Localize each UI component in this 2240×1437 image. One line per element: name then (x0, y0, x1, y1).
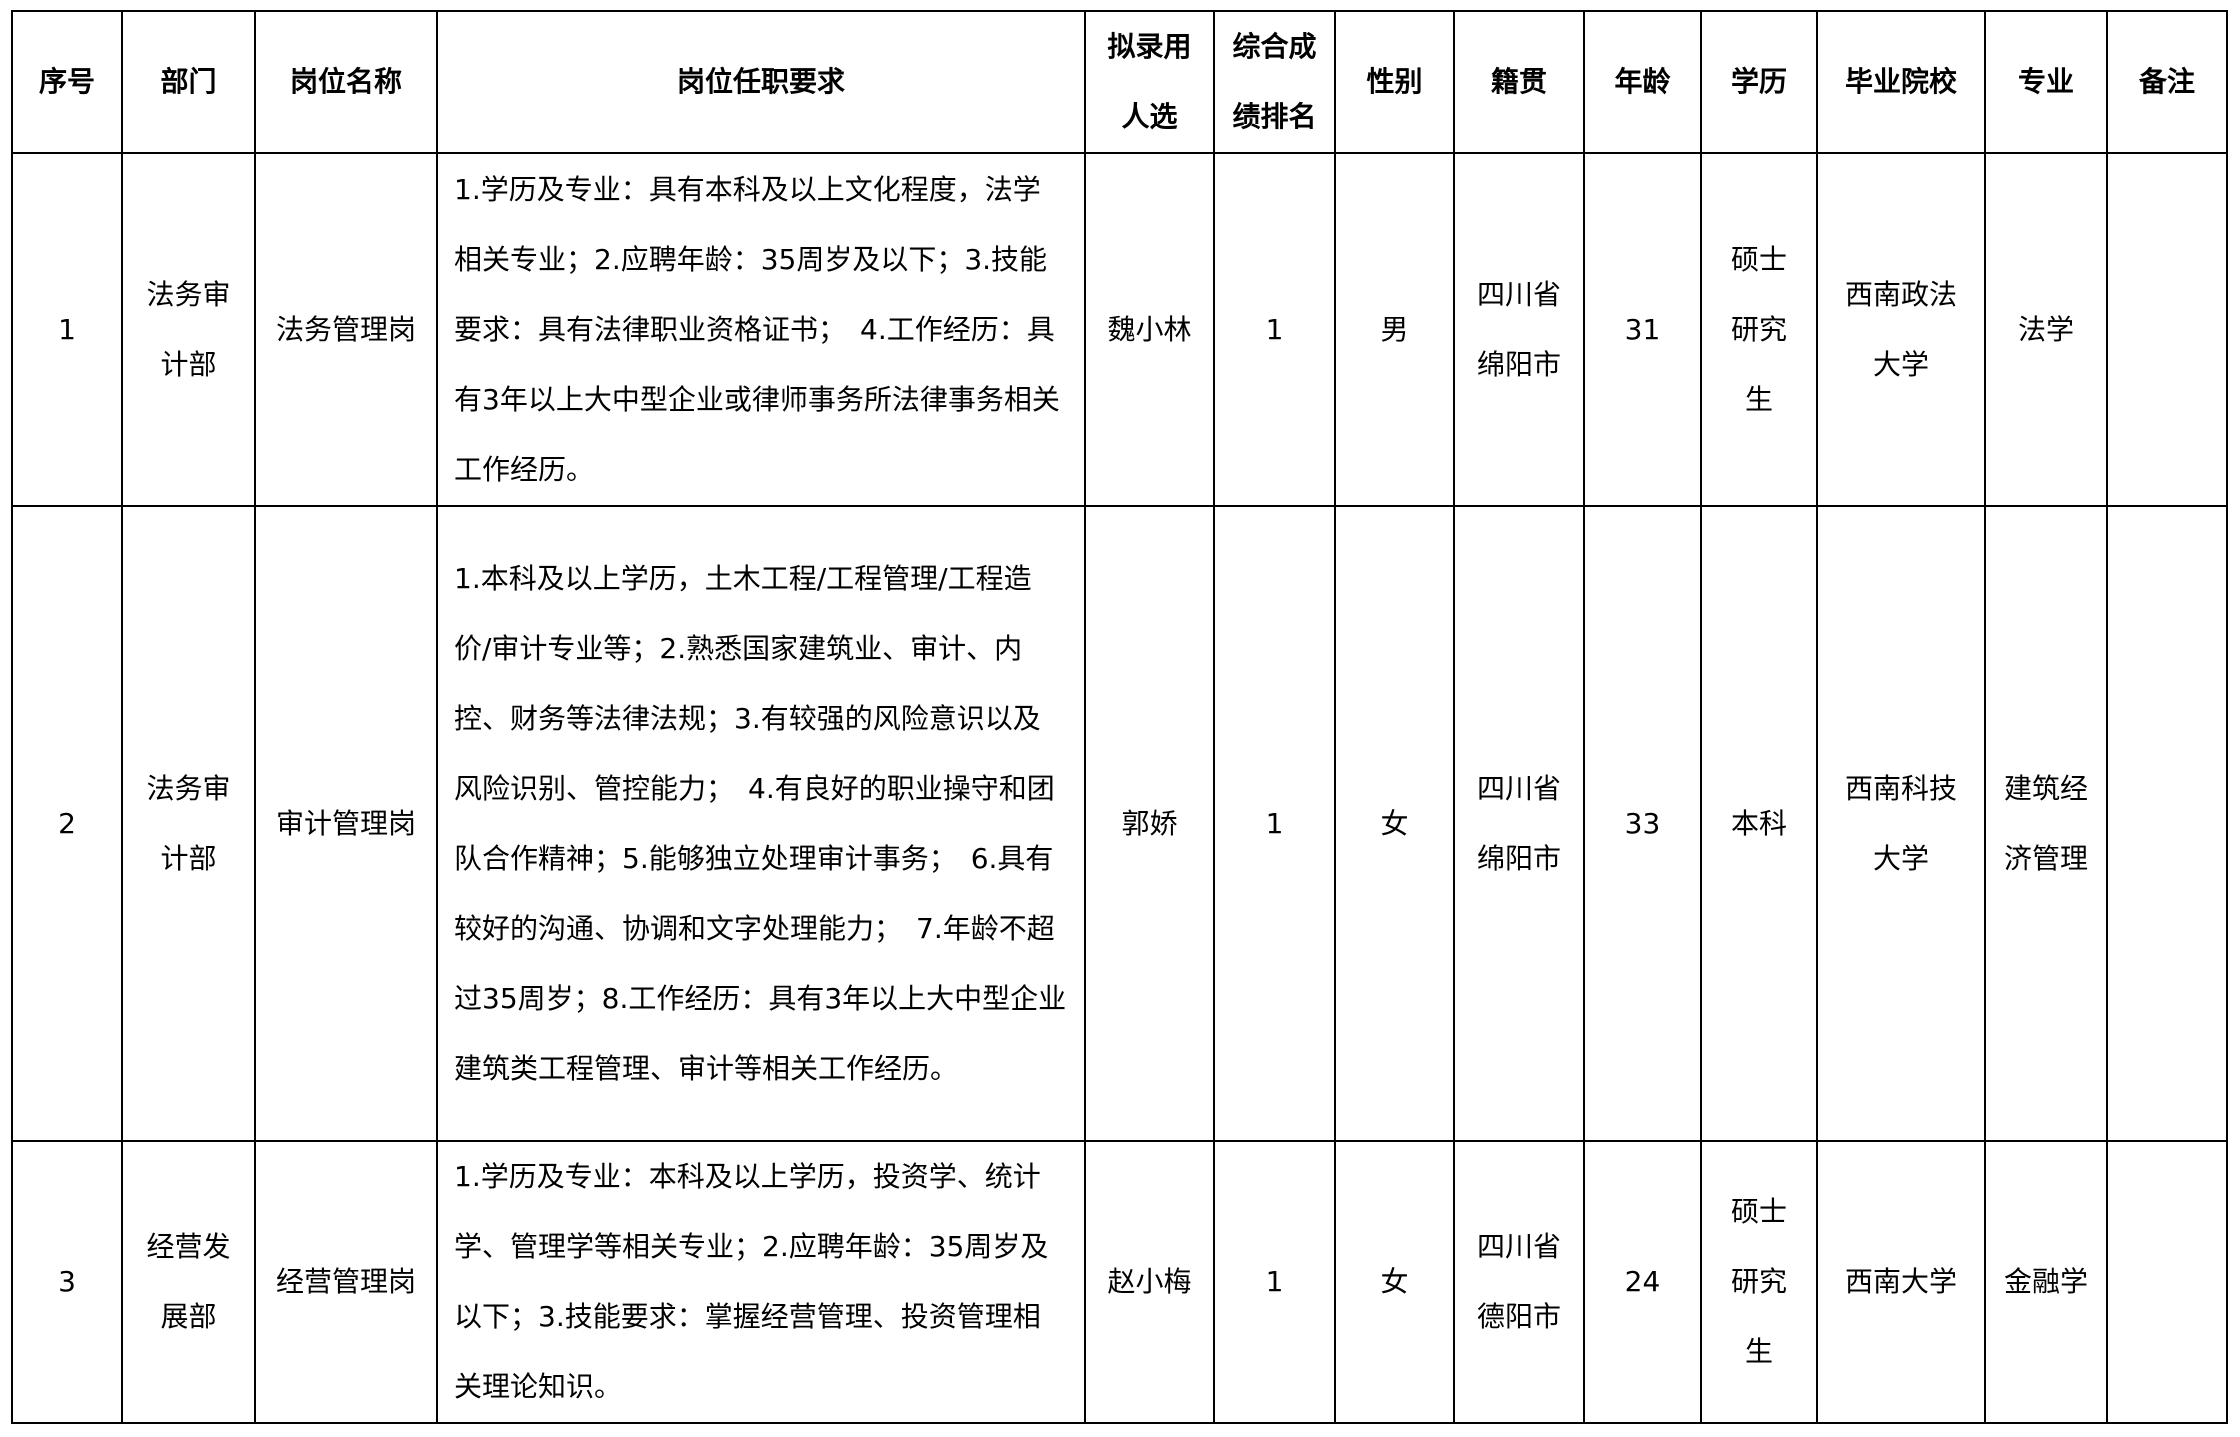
cell-remark (2106, 1140, 2228, 1424)
cell-remark (2106, 152, 2228, 507)
header-education: 学历 (1700, 10, 1818, 154)
table-row: 2 法务审计部 审计管理岗 1.本科及以上学历，土木工程/工程管理/工程造价/审计专业… (11, 505, 2228, 1142)
cell-no: 2 (11, 505, 123, 1142)
header-candidate: 拟录用人选 (1084, 10, 1215, 154)
cell-origin: 四川省绵阳市 (1453, 505, 1585, 1142)
cell-requirements: 1.本科及以上学历，土木工程/工程管理/工程造价/审计专业等；2.熟悉国家建筑业… (436, 505, 1086, 1142)
cell-candidate: 魏小林 (1084, 152, 1215, 507)
cell-school: 西南科技大学 (1816, 505, 1986, 1142)
cell-position: 审计管理岗 (254, 505, 438, 1142)
header-dept: 部门 (121, 10, 256, 154)
cell-requirements: 1.学历及专业：具有本科及以上文化程度，法学相关专业；2.应聘年龄：35周岁及以… (436, 152, 1086, 507)
cell-rank: 1 (1213, 1140, 1336, 1424)
cell-age: 31 (1583, 152, 1702, 507)
cell-age: 33 (1583, 505, 1702, 1142)
cell-requirements: 1.学历及专业：本科及以上学历，投资学、统计学、管理学等相关专业；2.应聘年龄：… (436, 1140, 1086, 1424)
cell-dept: 法务审计部 (121, 152, 256, 507)
cell-candidate: 郭娇 (1084, 505, 1215, 1142)
header-requirements: 岗位任职要求 (436, 10, 1086, 154)
cell-dept: 法务审计部 (121, 505, 256, 1142)
header-rank: 综合成绩排名 (1213, 10, 1336, 154)
cell-age: 24 (1583, 1140, 1702, 1424)
cell-rank: 1 (1213, 152, 1336, 507)
cell-origin: 四川省德阳市 (1453, 1140, 1585, 1424)
cell-gender: 女 (1334, 505, 1455, 1142)
header-origin: 籍贯 (1453, 10, 1585, 154)
header-no: 序号 (11, 10, 123, 154)
cell-education: 硕士研究生 (1700, 152, 1818, 507)
header-position: 岗位名称 (254, 10, 438, 154)
cell-no: 1 (11, 152, 123, 507)
header-major: 专业 (1984, 10, 2108, 154)
header-school: 毕业院校 (1816, 10, 1986, 154)
cell-remark (2106, 505, 2228, 1142)
cell-position: 法务管理岗 (254, 152, 438, 507)
cell-major: 法学 (1984, 152, 2108, 507)
cell-gender: 男 (1334, 152, 1455, 507)
cell-dept: 经营发展部 (121, 1140, 256, 1424)
cell-position: 经营管理岗 (254, 1140, 438, 1424)
cell-education: 硕士研究生 (1700, 1140, 1818, 1424)
header-remark: 备注 (2106, 10, 2228, 154)
cell-no: 3 (11, 1140, 123, 1424)
cell-origin: 四川省绵阳市 (1453, 152, 1585, 507)
cell-school: 西南政法大学 (1816, 152, 1986, 507)
cell-candidate: 赵小梅 (1084, 1140, 1215, 1424)
cell-school: 西南大学 (1816, 1140, 1986, 1424)
cell-major: 建筑经济管理 (1984, 505, 2108, 1142)
cell-education: 本科 (1700, 505, 1818, 1142)
header-age: 年龄 (1583, 10, 1702, 154)
cell-gender: 女 (1334, 1140, 1455, 1424)
header-row: 序号 部门 岗位名称 岗位任职要求 拟录用人选 综合成绩排名 性别 籍贯 年龄 … (11, 10, 2228, 154)
table-row: 1 法务审计部 法务管理岗 1.学历及专业：具有本科及以上文化程度，法学相关专业；2.… (11, 152, 2228, 507)
table-row: 3 经营发展部 经营管理岗 1.学历及专业：本科及以上学历，投资学、统计学、管理学等相… (11, 1140, 2228, 1424)
recruitment-table: 序号 部门 岗位名称 岗位任职要求 拟录用人选 综合成绩排名 性别 籍贯 年龄 … (11, 10, 2228, 1424)
cell-rank: 1 (1213, 505, 1336, 1142)
header-gender: 性别 (1334, 10, 1455, 154)
cell-major: 金融学 (1984, 1140, 2108, 1424)
